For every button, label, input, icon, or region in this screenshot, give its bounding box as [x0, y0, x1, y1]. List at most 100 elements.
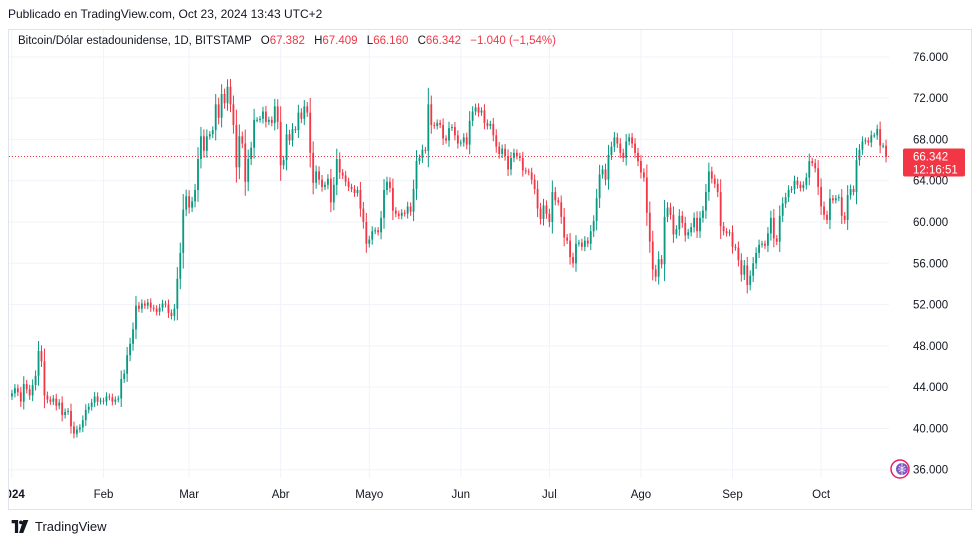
close-label: C	[417, 35, 426, 47]
candle-body	[642, 172, 645, 178]
candle-body	[211, 130, 214, 135]
candle-body	[19, 392, 22, 402]
candle-body	[341, 172, 344, 176]
candle-body	[764, 243, 766, 246]
x-tick-label: 2024	[9, 489, 25, 501]
candle-body	[282, 160, 285, 166]
candle-body	[545, 205, 548, 214]
tradingview-logo-icon	[11, 520, 29, 533]
candle-body	[197, 159, 199, 190]
candle-body	[722, 226, 725, 232]
candle-body	[465, 137, 468, 145]
candle-body	[474, 107, 477, 112]
candle-body	[415, 161, 418, 189]
open-label: O	[260, 35, 270, 47]
candle-body	[731, 232, 734, 247]
candle-body	[589, 231, 592, 244]
candle-body	[823, 206, 825, 215]
candle-body	[188, 196, 191, 208]
candle-body	[595, 198, 598, 221]
candle-body	[814, 163, 817, 169]
candle-body	[453, 127, 456, 136]
candle-body	[743, 265, 746, 275]
candle-body	[781, 203, 784, 216]
footer-brand[interactable]: TradingView	[10, 519, 107, 534]
candle-body	[767, 233, 769, 246]
x-tick-label: Ago	[631, 489, 651, 501]
candle-body	[273, 106, 276, 123]
candle-body	[492, 123, 495, 136]
candle-body	[554, 192, 557, 201]
candle-body	[710, 171, 713, 179]
high-label: H	[314, 35, 323, 47]
candle-body	[501, 148, 504, 154]
candle-body	[78, 427, 81, 430]
candle-body	[628, 137, 631, 142]
candle-body	[772, 217, 775, 239]
candle-body	[400, 212, 403, 216]
candle-body	[99, 400, 102, 402]
candle-body	[324, 184, 326, 187]
candle-body	[861, 141, 864, 150]
candle-body	[111, 397, 114, 402]
candle-body	[306, 106, 309, 113]
candle-body	[477, 107, 480, 113]
candle-body	[418, 158, 421, 162]
symbol-label: Bitcoin/Dólar estadounidense, 1D, BITSTA…	[18, 35, 252, 47]
candle-body	[217, 104, 220, 118]
candle-body	[761, 243, 763, 245]
candle-body	[749, 275, 752, 285]
candlestick-chart[interactable]: 76.000 72.000 68.000 64.000 60.000 56.000 52.0…	[9, 30, 971, 509]
candles	[11, 78, 887, 439]
globe-icon[interactable]	[890, 459, 910, 479]
candle-body	[356, 190, 359, 194]
candle-body	[693, 217, 696, 228]
candle-body	[433, 124, 436, 126]
candle-body	[598, 174, 601, 199]
candle-body	[96, 396, 99, 402]
candle-body	[527, 171, 530, 173]
low-value: 66.160	[373, 35, 409, 47]
candle-body	[391, 187, 394, 211]
last-price-tag: 66.342 12:16:51	[903, 148, 965, 177]
candle-body	[126, 355, 129, 374]
candle-body	[52, 398, 55, 402]
candle-body	[93, 396, 96, 403]
x-tick-label: Jun	[452, 489, 471, 501]
x-tick-label: Mar	[179, 489, 199, 501]
candle-body	[625, 141, 628, 158]
candle-body	[318, 171, 320, 180]
candle-body	[578, 242, 580, 244]
candle-body	[817, 168, 820, 187]
candle-body	[533, 179, 536, 189]
y-tick-label: 48.000	[913, 341, 948, 353]
candle-body	[539, 208, 542, 219]
candle-body	[13, 388, 16, 394]
bar-countdown: 12:16:51	[913, 165, 958, 177]
candle-body	[34, 375, 37, 386]
candle-body	[524, 170, 527, 172]
candle-body	[784, 197, 787, 204]
candle-body	[152, 307, 155, 309]
candle-body	[521, 158, 524, 171]
candle-body	[146, 302, 149, 306]
candle-body	[507, 155, 509, 170]
candle-body	[403, 212, 406, 214]
candle-body	[678, 215, 681, 230]
candle-body	[149, 302, 152, 308]
candle-body	[312, 152, 315, 183]
candle-body	[451, 127, 453, 129]
candle-body	[601, 169, 604, 175]
candle-body	[427, 104, 430, 151]
candle-body	[108, 396, 111, 398]
candle-body	[191, 201, 194, 208]
candle-body	[829, 198, 831, 220]
candle-body	[580, 242, 583, 247]
candle-body	[740, 260, 743, 275]
candle-body	[707, 171, 710, 193]
candle-body	[90, 402, 93, 407]
candle-body	[551, 192, 554, 222]
candle-body	[855, 160, 858, 193]
candle-body	[719, 192, 722, 227]
candle-body	[170, 312, 173, 316]
